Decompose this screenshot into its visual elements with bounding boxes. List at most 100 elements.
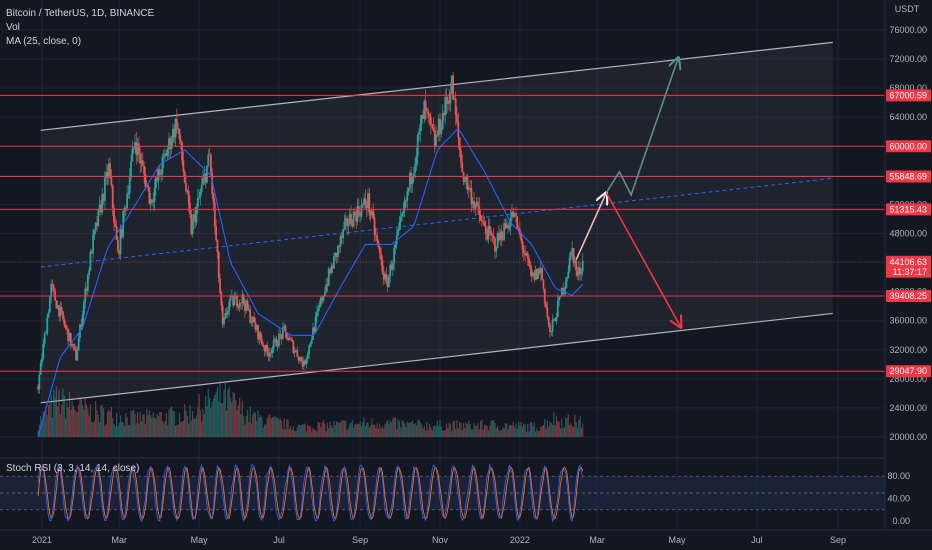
candle-body bbox=[90, 251, 93, 254]
candle-body bbox=[139, 153, 142, 164]
volume-bar bbox=[456, 420, 458, 437]
volume-bar bbox=[343, 420, 346, 437]
volume-bar bbox=[139, 411, 141, 437]
volume-bar bbox=[165, 413, 167, 437]
volume-bar bbox=[338, 422, 340, 437]
symbol-title[interactable]: Bitcoin / TetherUS, 1D, BINANCE bbox=[6, 8, 155, 19]
volume-bar bbox=[466, 424, 469, 437]
volume-bar bbox=[351, 419, 353, 437]
candle-body bbox=[352, 211, 355, 227]
volume-bar bbox=[119, 415, 122, 437]
volume-bar bbox=[307, 424, 309, 437]
volume-bar bbox=[447, 428, 449, 437]
volume-bar bbox=[93, 421, 95, 437]
y-tick-label: 24000.00 bbox=[889, 403, 927, 413]
volume-bar bbox=[265, 424, 267, 437]
volume-bar bbox=[364, 426, 366, 437]
candle-body bbox=[233, 298, 236, 306]
volume-bar bbox=[283, 418, 285, 437]
volume-bar bbox=[296, 427, 298, 437]
volume-bar bbox=[377, 428, 380, 437]
volume-bar bbox=[47, 405, 50, 437]
stoch-rsi-legend[interactable]: Stoch RSI (3, 3, 14, 14, close) bbox=[6, 463, 140, 474]
volume-bar bbox=[565, 417, 567, 437]
candle-body bbox=[42, 344, 45, 359]
candle-body bbox=[359, 213, 362, 217]
volume-bar bbox=[288, 428, 291, 437]
candle-body bbox=[365, 205, 368, 209]
volume-bar bbox=[490, 421, 492, 437]
candle-body bbox=[221, 305, 224, 325]
volume-bar bbox=[320, 426, 322, 437]
volume-bar bbox=[211, 402, 213, 437]
volume-bar bbox=[160, 411, 162, 437]
candle-body bbox=[342, 229, 345, 239]
candle-body bbox=[302, 360, 305, 367]
volume-bar bbox=[96, 410, 98, 437]
candle-body bbox=[532, 272, 534, 277]
candle-body bbox=[524, 253, 526, 256]
volume-bar bbox=[203, 414, 205, 437]
volume-bar bbox=[375, 427, 377, 437]
volume-bar bbox=[511, 425, 513, 437]
candle-body bbox=[242, 294, 245, 304]
candle-body bbox=[274, 338, 276, 340]
candle-body bbox=[542, 279, 545, 289]
candle-body bbox=[86, 274, 89, 292]
candle-body bbox=[263, 346, 266, 352]
volume-bar bbox=[394, 417, 397, 437]
candle-body bbox=[483, 222, 486, 227]
level-tag: 67000.59 bbox=[886, 89, 931, 102]
volume-bar bbox=[362, 422, 364, 437]
volume-bar bbox=[220, 403, 222, 437]
time-axis[interactable]: 2021 Mar May Jul Sep Nov 2022 Mar May Jul Sep bbox=[0, 529, 932, 550]
candle-body bbox=[329, 269, 331, 273]
candle-body bbox=[487, 225, 490, 240]
candle-body bbox=[331, 266, 334, 269]
candle-body bbox=[546, 307, 549, 318]
volume-bar bbox=[553, 412, 555, 437]
candle-body bbox=[422, 115, 424, 119]
volume-bar bbox=[474, 425, 476, 437]
volume-bar bbox=[250, 423, 253, 437]
volume-bar bbox=[390, 422, 393, 437]
candle-body bbox=[155, 177, 157, 188]
level-tag-bg bbox=[886, 203, 931, 216]
vol-legend[interactable]: Vol bbox=[6, 22, 20, 33]
volume-bar bbox=[83, 409, 85, 437]
candle-body bbox=[323, 292, 326, 296]
volume-bar bbox=[233, 393, 236, 437]
volume-bar bbox=[117, 426, 119, 437]
candle-body bbox=[249, 309, 252, 323]
volume-bar bbox=[318, 422, 321, 437]
candle-body bbox=[200, 184, 203, 192]
candle-body bbox=[534, 269, 537, 280]
candle-body bbox=[355, 213, 358, 222]
volume-bar bbox=[114, 426, 116, 437]
candle-body bbox=[316, 311, 318, 317]
candle-body bbox=[65, 326, 68, 329]
candle-body bbox=[293, 350, 296, 353]
candle-body bbox=[140, 160, 143, 164]
level-tag-bg bbox=[886, 365, 931, 378]
volume-bar bbox=[485, 424, 487, 437]
ma-legend[interactable]: MA (25, close, 0) bbox=[6, 36, 82, 47]
candle-body bbox=[85, 288, 88, 292]
stoch-k-line bbox=[37, 463, 584, 523]
volume-bar bbox=[354, 424, 356, 437]
candle-body bbox=[179, 139, 182, 142]
volume-bar bbox=[54, 397, 56, 437]
volume-bar bbox=[495, 427, 497, 437]
candle-body bbox=[134, 142, 136, 148]
candle-body bbox=[103, 177, 106, 201]
volume-bar bbox=[449, 424, 452, 437]
volume-bar bbox=[279, 418, 281, 437]
candle-body bbox=[247, 309, 250, 311]
candle-body bbox=[429, 116, 432, 125]
level-tag-text: 39408.25 bbox=[889, 291, 927, 301]
volume-bar bbox=[153, 417, 156, 437]
volume-bar bbox=[278, 419, 280, 437]
volume-bar bbox=[531, 422, 533, 437]
candle-body bbox=[89, 251, 92, 271]
